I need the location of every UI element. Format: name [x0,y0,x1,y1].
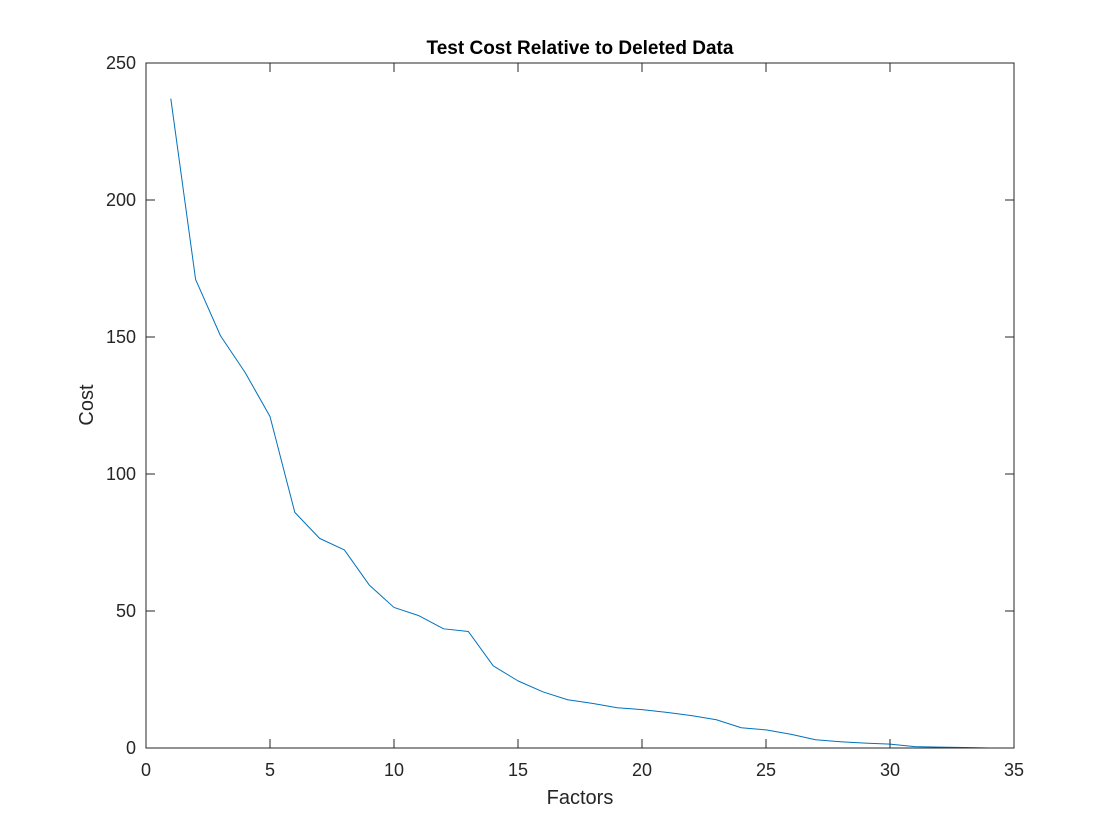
x-tick-label: 30 [880,760,900,780]
x-tick-label: 20 [632,760,652,780]
y-tick-label: 0 [126,738,136,758]
x-tick-label: 5 [265,760,275,780]
x-tick-label: 0 [141,760,151,780]
y-tick-label: 50 [116,601,136,621]
x-tick-label: 35 [1004,760,1024,780]
y-tick-label: 200 [106,190,136,210]
y-tick-label: 150 [106,327,136,347]
ticks-layer: 0 5 10 15 20 25 30 35 0 50 100 150 200 250 [106,53,1024,780]
plot-frame [145,62,1015,749]
x-tick-label: 10 [384,760,404,780]
y-axis-title: Cost [76,384,98,426]
y-tick-label: 100 [106,464,136,484]
plot-area [146,63,1014,748]
series-line-1 [170,98,1014,749]
x-axis-title: Factors [547,787,614,809]
x-tick-label: 25 [756,760,776,780]
y-tick-label: 250 [106,53,136,73]
chart-title: Test Cost Relative to Deleted Data [427,38,734,59]
x-tick-label: 15 [508,760,528,780]
